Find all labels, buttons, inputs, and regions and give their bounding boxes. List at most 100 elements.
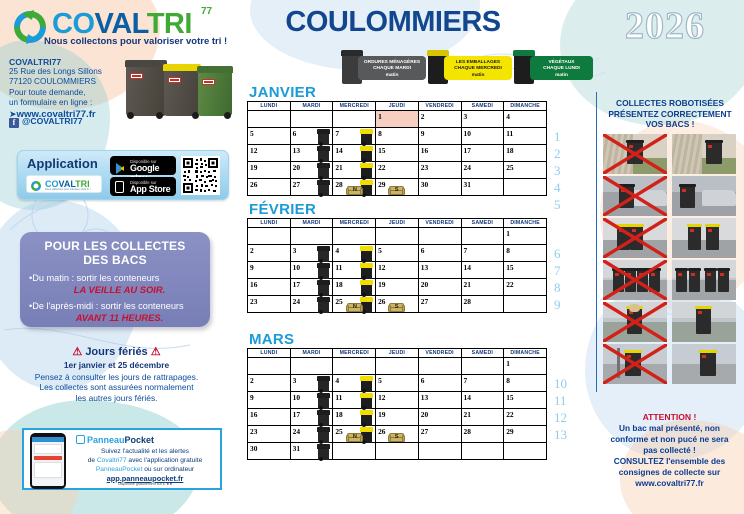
day-cell-14[interactable]: 14 — [460, 391, 505, 409]
covaltri-logo[interactable]: COVALTRI 77 — [8, 6, 238, 48]
day-cell-21[interactable]: 21 — [460, 278, 505, 296]
day-cell-3[interactable]: 3 — [289, 374, 334, 393]
attention-website[interactable]: www.covaltri77.fr — [635, 478, 704, 488]
day-cell-13[interactable]: 13 — [417, 391, 462, 409]
day-cell-8[interactable]: 8 — [375, 127, 419, 145]
day-cell-23[interactable]: 23 — [247, 295, 291, 313]
day-cell-4[interactable]: 4 — [332, 244, 377, 263]
day-cell-27[interactable]: 27 — [289, 178, 334, 197]
day-cell-6[interactable]: 6 — [417, 374, 462, 392]
qr-code[interactable] — [181, 156, 220, 195]
website-link[interactable]: www.covaltri77.fr — [16, 109, 96, 121]
day-cell-10[interactable]: 10 — [289, 261, 334, 280]
day-cell-12[interactable]: 12 — [375, 391, 419, 409]
day-cell-21[interactable]: 21 — [332, 161, 377, 180]
day-cell-21[interactable]: 21 — [460, 408, 505, 426]
day-cell-26[interactable]: 26 — [247, 178, 291, 196]
day-cell-15[interactable]: 15 — [503, 391, 547, 409]
day-cell-23[interactable]: 23 — [417, 161, 462, 179]
day-cell-26[interactable]: 26 S — [375, 295, 419, 313]
day-cell-1[interactable]: 1 — [503, 227, 547, 245]
google-play-badge[interactable]: Disponible sur Google play — [110, 156, 176, 183]
day-cell-18[interactable]: 18 — [503, 144, 547, 162]
day-cell-19[interactable]: 19 — [247, 161, 291, 179]
day-cell-9[interactable]: 9 — [247, 261, 291, 279]
day-cell-2[interactable]: 2 — [247, 374, 291, 392]
day-cell-5[interactable]: 5 — [375, 244, 419, 262]
day-cell-31[interactable]: 31 — [289, 442, 334, 461]
day-cell-10[interactable]: 10 — [289, 391, 334, 410]
day-cell-27[interactable]: 27 — [417, 425, 462, 443]
day-cell-7[interactable]: 7 — [460, 374, 505, 392]
day-cell-17[interactable]: 17 — [460, 144, 505, 162]
day-cell-11[interactable]: 11 — [503, 127, 547, 145]
day-cell-16[interactable]: 16 — [247, 278, 291, 296]
day-cell-13[interactable]: 13 — [289, 144, 334, 163]
day-cell-9[interactable]: 9 — [417, 127, 462, 145]
day-cell-23[interactable]: 23 — [247, 425, 291, 443]
facebook-row[interactable]: f @COVALTRI77 — [9, 116, 83, 128]
day-cell-12[interactable]: 12 — [247, 144, 291, 162]
day-cell-29[interactable]: 29 — [503, 425, 547, 443]
day-cell-25[interactable]: 25 N — [332, 295, 377, 314]
day-cell-28[interactable]: 28 — [460, 295, 505, 313]
day-cell-18[interactable]: 18 — [332, 278, 377, 297]
day-cell-19[interactable]: 19 — [375, 278, 419, 296]
day-cell-24[interactable]: 24 — [460, 161, 505, 179]
app-store-badge[interactable]: Disponible sur App Store — [110, 177, 176, 196]
day-cell-16[interactable]: 16 — [417, 144, 462, 162]
day-cell-7[interactable]: 7 — [460, 244, 505, 262]
day-cell-4[interactable]: 4 — [503, 110, 547, 128]
day-cell-15[interactable]: 15 — [375, 144, 419, 162]
day-cell-16[interactable]: 16 — [247, 408, 291, 426]
day-cell-6[interactable]: 6 — [417, 244, 462, 262]
day-cell-14[interactable]: 14 — [460, 261, 505, 279]
day-cell-30[interactable]: 30 — [417, 178, 462, 196]
day-cell-22[interactable]: 22 — [375, 161, 419, 179]
day-cell-5[interactable]: 5 — [247, 127, 291, 145]
day-cell-30[interactable]: 30 — [247, 442, 291, 460]
day-cell-25[interactable]: 25 — [503, 161, 547, 179]
day-cell-2[interactable]: 2 — [247, 244, 291, 262]
day-cell-4[interactable]: 4 — [332, 374, 377, 393]
day-cell-29[interactable]: 29 S — [375, 178, 419, 196]
day-cell-11[interactable]: 11 — [332, 391, 377, 410]
day-cell-20[interactable]: 20 — [417, 408, 462, 426]
day-cell-5[interactable]: 5 — [375, 374, 419, 392]
panneaupocket-url[interactable]: app.panneaupocket.fr — [106, 474, 184, 483]
day-cell-27[interactable]: 27 — [417, 295, 462, 313]
panneaupocket-banner[interactable]: PanneauPocket Suivez l'actualité et les … — [22, 428, 222, 490]
day-cell-14[interactable]: 14 — [332, 144, 377, 163]
day-cell-12[interactable]: 12 — [375, 261, 419, 279]
day-cell-25[interactable]: 25 N — [332, 425, 377, 444]
day-cell-24[interactable]: 24 — [289, 295, 334, 314]
day-cell-10[interactable]: 10 — [460, 127, 505, 145]
day-cell-9[interactable]: 9 — [247, 391, 291, 409]
day-cell-24[interactable]: 24 — [289, 425, 334, 444]
day-cell-31[interactable]: 31 — [460, 178, 505, 196]
day-cell-11[interactable]: 11 — [332, 261, 377, 280]
day-cell-20[interactable]: 20 — [289, 161, 334, 180]
day-cell-22[interactable]: 22 — [503, 278, 547, 296]
day-cell-28[interactable]: 28 N — [332, 178, 377, 197]
day-cell-17[interactable]: 17 — [289, 408, 334, 427]
day-cell-8[interactable]: 8 — [503, 374, 547, 392]
day-cell-8[interactable]: 8 — [503, 244, 547, 262]
application-download-strip[interactable]: Application COVALTRI Nous collectons pou… — [17, 150, 229, 200]
day-cell-6[interactable]: 6 — [289, 127, 334, 146]
day-cell-1[interactable]: 1 — [503, 357, 547, 375]
day-cell-19[interactable]: 19 — [375, 408, 419, 426]
day-cell-18[interactable]: 18 — [332, 408, 377, 427]
day-cell-1[interactable]: 1 — [375, 110, 419, 128]
day-cell-15[interactable]: 15 — [503, 261, 547, 279]
day-cell-22[interactable]: 22 — [503, 408, 547, 426]
day-cell-17[interactable]: 17 — [289, 278, 334, 297]
day-cell-3[interactable]: 3 — [460, 110, 505, 128]
day-cell-13[interactable]: 13 — [417, 261, 462, 279]
day-cell-7[interactable]: 7 — [332, 127, 377, 146]
day-cell-26[interactable]: 26 S — [375, 425, 419, 443]
day-cell-20[interactable]: 20 — [417, 278, 462, 296]
day-cell-3[interactable]: 3 — [289, 244, 334, 263]
day-cell-2[interactable]: 2 — [417, 110, 462, 128]
day-cell-28[interactable]: 28 — [460, 425, 505, 443]
